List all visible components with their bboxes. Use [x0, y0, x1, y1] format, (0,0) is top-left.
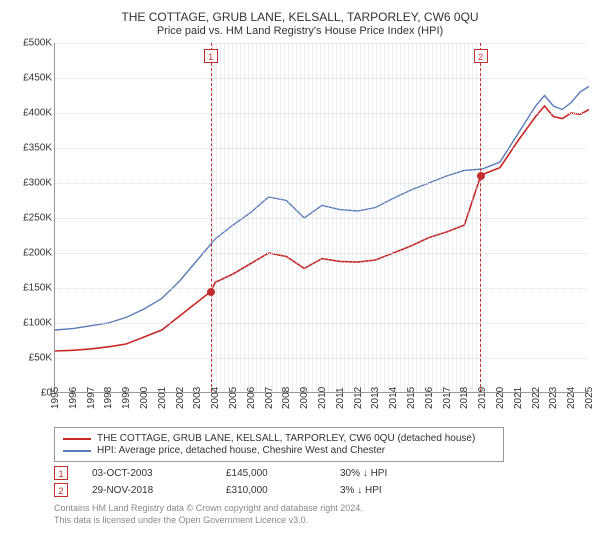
x-tick-label: 2007: [264, 387, 275, 409]
x-tick-label: 1999: [121, 387, 132, 409]
plot-area: 12: [54, 43, 588, 393]
legend-row: THE COTTAGE, GRUB LANE, KELSALL, TARPORL…: [63, 433, 495, 444]
x-tick-label: 2019: [477, 387, 488, 409]
x-tick-label: 2010: [317, 387, 328, 409]
x-tick-label: 2012: [353, 387, 364, 409]
x-tick-label: 2011: [335, 387, 346, 409]
sale-interval-region: [211, 43, 481, 392]
x-tick-label: 2024: [566, 387, 577, 409]
x-tick-label: 2005: [228, 387, 239, 409]
x-tick-label: 2000: [139, 387, 150, 409]
x-tick-label: 2006: [246, 387, 257, 409]
legend: THE COTTAGE, GRUB LANE, KELSALL, TARPORL…: [54, 427, 504, 462]
x-tick-label: 1998: [103, 387, 114, 409]
x-tick-label: 2009: [299, 387, 310, 409]
x-tick-label: 2002: [175, 387, 186, 409]
x-tick-label: 2022: [531, 387, 542, 409]
x-tick-label: 1995: [50, 387, 61, 409]
sale-row-marker: 2: [54, 483, 68, 497]
y-axis: £0£50K£100K£150K£200K£250K£300K£350K£400…: [12, 43, 54, 393]
y-tick-label: £250K: [23, 213, 52, 224]
legend-swatch: [63, 450, 91, 452]
x-tick-label: 2017: [442, 387, 453, 409]
x-axis: 1995199619971998199920002001200220032004…: [54, 393, 588, 423]
sale-row: 2 29-NOV-2018 £310,000 3% ↓ HPI: [54, 483, 588, 497]
footer: Contains HM Land Registry data © Crown c…: [54, 503, 588, 526]
x-tick-label: 2016: [424, 387, 435, 409]
sale-marker: 1: [204, 49, 218, 63]
x-tick-label: 1996: [68, 387, 79, 409]
y-tick-label: £50K: [29, 353, 52, 364]
sale-point: [477, 172, 485, 180]
sale-date: 29-NOV-2018: [92, 485, 202, 496]
sale-row: 1 03-OCT-2003 £145,000 30% ↓ HPI: [54, 466, 588, 480]
legend-label: HPI: Average price, detached house, Ches…: [97, 445, 385, 456]
x-tick-label: 2003: [192, 387, 203, 409]
chart-container: THE COTTAGE, GRUB LANE, KELSALL, TARPORL…: [0, 0, 600, 560]
x-tick-label: 2020: [495, 387, 506, 409]
x-tick-label: 2008: [281, 387, 292, 409]
x-tick-label: 2013: [370, 387, 381, 409]
chart-area: £0£50K£100K£150K£200K£250K£300K£350K£400…: [12, 43, 588, 423]
y-tick-label: £100K: [23, 318, 52, 329]
chart-title: THE COTTAGE, GRUB LANE, KELSALL, TARPORL…: [12, 10, 588, 24]
footer-line: This data is licensed under the Open Gov…: [54, 515, 588, 527]
legend-label: THE COTTAGE, GRUB LANE, KELSALL, TARPORL…: [97, 433, 475, 444]
y-tick-label: £150K: [23, 283, 52, 294]
sales-table: 1 03-OCT-2003 £145,000 30% ↓ HPI 2 29-NOV-201…: [54, 466, 588, 497]
legend-row: HPI: Average price, detached house, Ches…: [63, 445, 495, 456]
y-tick-label: £300K: [23, 178, 52, 189]
sale-price: £145,000: [226, 468, 316, 479]
y-tick-label: £500K: [23, 38, 52, 49]
y-tick-label: £450K: [23, 73, 52, 84]
x-tick-label: 1997: [86, 387, 97, 409]
sale-point: [207, 288, 215, 296]
x-tick-label: 2025: [584, 387, 595, 409]
sale-date: 03-OCT-2003: [92, 468, 202, 479]
x-tick-label: 2015: [406, 387, 417, 409]
y-tick-label: £200K: [23, 248, 52, 259]
chart-subtitle: Price paid vs. HM Land Registry's House …: [12, 25, 588, 37]
y-tick-label: £400K: [23, 108, 52, 119]
x-tick-label: 2018: [459, 387, 470, 409]
x-tick-label: 2014: [388, 387, 399, 409]
x-tick-label: 2001: [157, 387, 168, 409]
x-tick-label: 2021: [513, 387, 524, 409]
y-tick-label: £350K: [23, 143, 52, 154]
sale-price: £310,000: [226, 485, 316, 496]
x-tick-label: 2004: [210, 387, 221, 409]
x-tick-label: 2023: [548, 387, 559, 409]
sale-delta: 30% ↓ HPI: [340, 468, 387, 479]
footer-line: Contains HM Land Registry data © Crown c…: [54, 503, 588, 515]
sale-marker: 2: [474, 49, 488, 63]
legend-swatch: [63, 438, 91, 440]
sale-row-marker: 1: [54, 466, 68, 480]
sale-delta: 3% ↓ HPI: [340, 485, 382, 496]
